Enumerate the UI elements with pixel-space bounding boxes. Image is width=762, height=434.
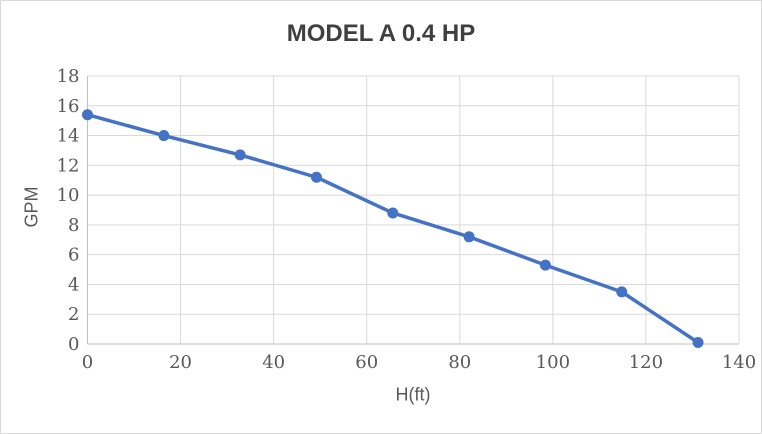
y-tick-label: 6 bbox=[68, 245, 79, 266]
y-tick-label: 4 bbox=[68, 274, 79, 295]
data-point-marker bbox=[387, 207, 399, 219]
chart-title: MODEL A 0.4 HP bbox=[286, 20, 476, 47]
data-point-marker bbox=[82, 109, 93, 121]
x-axis-title: H(ft) bbox=[395, 384, 431, 405]
y-tick-label: 0 bbox=[68, 334, 79, 355]
data-point-marker bbox=[616, 286, 628, 298]
x-tick-label: 140 bbox=[722, 352, 756, 373]
y-tick-label: 2 bbox=[68, 304, 79, 325]
y-tick-label: 16 bbox=[57, 96, 80, 117]
y-tick-label: 18 bbox=[57, 66, 80, 87]
data-point-marker bbox=[158, 130, 170, 142]
data-point-marker bbox=[310, 171, 322, 183]
data-series-line bbox=[85, 112, 700, 345]
x-tick-label: 60 bbox=[355, 352, 378, 373]
data-point-marker bbox=[463, 231, 475, 243]
x-tick-label: 40 bbox=[262, 352, 285, 373]
x-tick-label: 120 bbox=[629, 352, 663, 373]
y-tick-label: 14 bbox=[57, 126, 80, 147]
data-point-marker bbox=[692, 337, 704, 349]
data-point-marker bbox=[234, 149, 246, 161]
y-tick-label: 8 bbox=[68, 215, 79, 236]
data-point-marker bbox=[539, 259, 551, 271]
x-tick-label: 100 bbox=[536, 352, 570, 373]
y-tick-label: 10 bbox=[57, 185, 80, 206]
x-tick-label: 80 bbox=[448, 352, 471, 373]
x-tick-label: 20 bbox=[169, 352, 192, 373]
y-tick-label: 12 bbox=[57, 155, 80, 176]
x-tick-label: 0 bbox=[82, 352, 93, 373]
